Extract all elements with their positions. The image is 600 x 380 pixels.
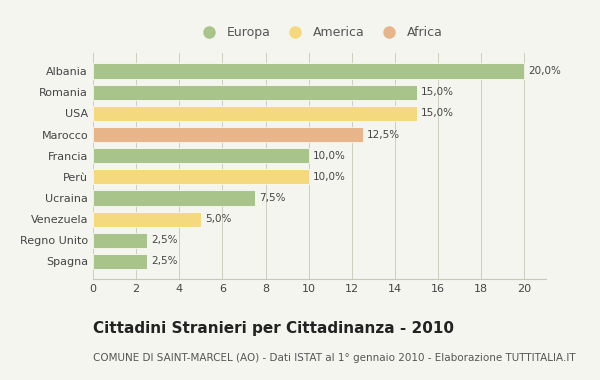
Bar [93, 85, 416, 100]
Text: 2,5%: 2,5% [151, 235, 178, 245]
Text: 10,0%: 10,0% [313, 151, 346, 161]
Bar [93, 233, 147, 248]
Text: 2,5%: 2,5% [151, 256, 178, 266]
Bar [93, 254, 147, 269]
Text: 15,0%: 15,0% [421, 87, 454, 97]
Text: 12,5%: 12,5% [367, 130, 400, 139]
Text: COMUNE DI SAINT-MARCEL (AO) - Dati ISTAT al 1° gennaio 2010 - Elaborazione TUTTI: COMUNE DI SAINT-MARCEL (AO) - Dati ISTAT… [93, 353, 575, 363]
Bar [93, 127, 362, 142]
Text: 15,0%: 15,0% [421, 108, 454, 119]
Text: Cittadini Stranieri per Cittadinanza - 2010: Cittadini Stranieri per Cittadinanza - 2… [93, 321, 454, 336]
Legend: Europa, America, Africa: Europa, America, Africa [191, 21, 448, 44]
Bar [93, 190, 255, 206]
Bar [93, 148, 309, 163]
Bar [93, 63, 524, 79]
Bar [93, 106, 416, 121]
Text: 5,0%: 5,0% [205, 214, 232, 224]
Bar [93, 212, 201, 227]
Text: 7,5%: 7,5% [259, 193, 286, 203]
Bar [93, 169, 309, 184]
Text: 20,0%: 20,0% [529, 66, 562, 76]
Text: 10,0%: 10,0% [313, 172, 346, 182]
